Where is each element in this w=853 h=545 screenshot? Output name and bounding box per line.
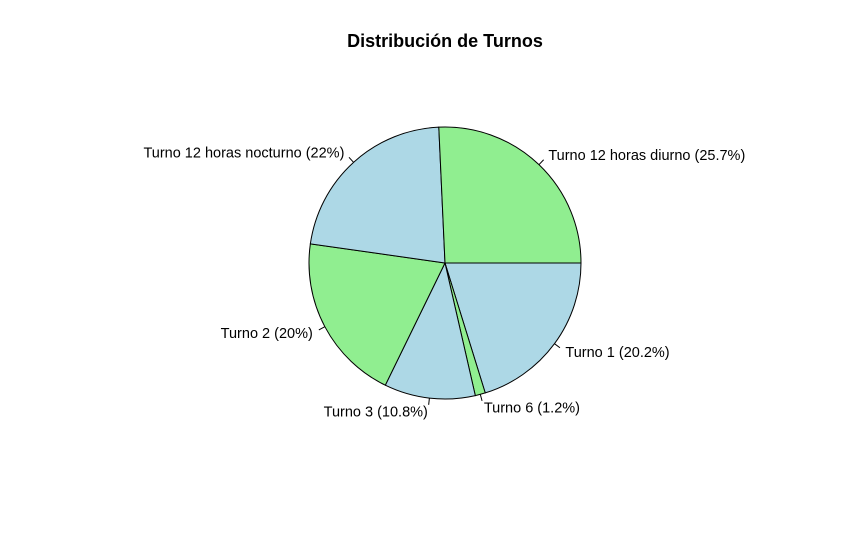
pie-slice-label: Turno 12 horas diurno (25.7%) — [548, 148, 745, 164]
pie-leader-line — [479, 394, 483, 402]
pie-slice — [438, 126, 582, 264]
pie-slice-label: Turno 6 (1.2%) — [484, 400, 580, 416]
pie-slice — [308, 243, 446, 386]
pie-labels: Turno 1 (20.2%) Turno 6 (1.2%) Turno 3 (10… — [143, 145, 745, 420]
pie-leader-line — [538, 159, 545, 166]
pie-slice-label: Turno 3 (10.8%) — [324, 405, 428, 421]
pie-slice-label: Turno 2 (20%) — [221, 326, 313, 342]
pie-leader-line — [428, 398, 430, 405]
pie-slice — [384, 261, 476, 400]
pie-slice-label: Turno 1 (20.2%) — [565, 345, 669, 361]
pie-leader-line — [554, 343, 561, 349]
chart-title: Distribución de Turnos — [347, 31, 543, 51]
pie-slices — [308, 126, 582, 400]
pie-leader-line — [318, 326, 326, 331]
pie-leader-line — [348, 156, 354, 163]
pie-slice-label: Turno 12 horas nocturno (22%) — [143, 145, 344, 161]
